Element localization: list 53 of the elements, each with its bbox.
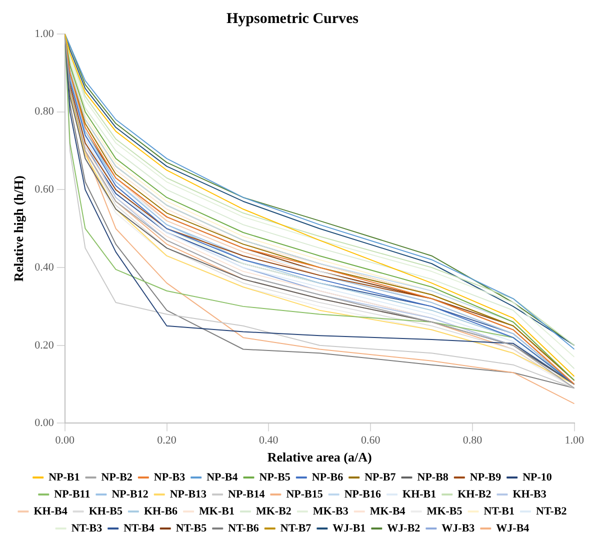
legend-label: NT-B1 <box>484 505 515 518</box>
x-tick-label: 0.80 <box>462 434 483 447</box>
chart-title: Hypsometric Curves <box>226 10 359 27</box>
legend-label: NP-B14 <box>228 488 266 500</box>
x-axis-title: Relative area (a/A) <box>267 450 372 465</box>
x-tick-label: 0.00 <box>55 434 75 447</box>
legend-label: MK-B4 <box>370 505 406 518</box>
legend-label: MK-B1 <box>199 505 235 518</box>
y-tick-label: 0.00 <box>34 417 54 430</box>
x-tick-label: 0.60 <box>360 434 381 447</box>
legend-label: MK-B3 <box>312 505 349 518</box>
legend-label: NT-B2 <box>536 505 568 518</box>
y-tick-label: 1.00 <box>34 28 54 40</box>
legend-label: KH-B2 <box>458 488 492 500</box>
legend-label: NP-B7 <box>364 471 396 484</box>
legend-label: NP-B5 <box>259 471 291 484</box>
legend-label: NT-B6 <box>228 522 260 534</box>
legend-label: KH-B5 <box>88 505 123 518</box>
x-tick-label: 0.40 <box>259 434 279 447</box>
x-tick-label: 1.00 <box>564 434 584 447</box>
legend-label: WJ-B4 <box>496 522 530 534</box>
legend-label: NP-B2 <box>101 471 133 484</box>
y-tick-label: 0.60 <box>34 184 54 196</box>
legend-label: NP-B1 <box>48 471 80 484</box>
legend-label: KH-B6 <box>144 505 178 518</box>
legend-label: KH-B1 <box>402 488 436 500</box>
legend-label: KH-B3 <box>512 488 547 500</box>
y-tick-label: 0.40 <box>34 261 54 274</box>
legend-label: NP-10 <box>522 471 552 484</box>
legend-label: NP-B13 <box>170 488 208 500</box>
legend-label: NP-B16 <box>344 488 382 500</box>
legend-label: NT-B7 <box>280 522 312 534</box>
y-axis-title: Relative high (h/H) <box>11 176 26 282</box>
legend-label: NT-B3 <box>71 522 103 534</box>
legend-label: NP-B6 <box>312 471 344 484</box>
legend-label: WJ-B1 <box>332 522 366 534</box>
legend-label: NP-B12 <box>112 488 149 500</box>
legend-label: NP-B8 <box>417 471 449 484</box>
legend-label: MK-B2 <box>256 505 292 518</box>
y-tick-label: 0.20 <box>34 339 54 352</box>
legend-label: WJ-B2 <box>387 522 421 534</box>
legend-label: NP-B9 <box>470 471 502 484</box>
legend-label: NP-B15 <box>286 488 324 500</box>
legend-label: WJ-B3 <box>442 522 476 534</box>
legend-label: NT-B5 <box>176 522 208 534</box>
x-tick-label: 0.20 <box>157 434 177 447</box>
legend-label: NP-B4 <box>206 471 238 484</box>
legend-label: NT-B4 <box>124 522 155 534</box>
legend-label: KH-B4 <box>34 505 68 518</box>
legend-label: NP-B11 <box>54 488 90 500</box>
legend-label: NP-B3 <box>154 471 186 484</box>
y-tick-label: 0.80 <box>34 106 54 118</box>
legend-label: MK-B5 <box>426 505 463 518</box>
